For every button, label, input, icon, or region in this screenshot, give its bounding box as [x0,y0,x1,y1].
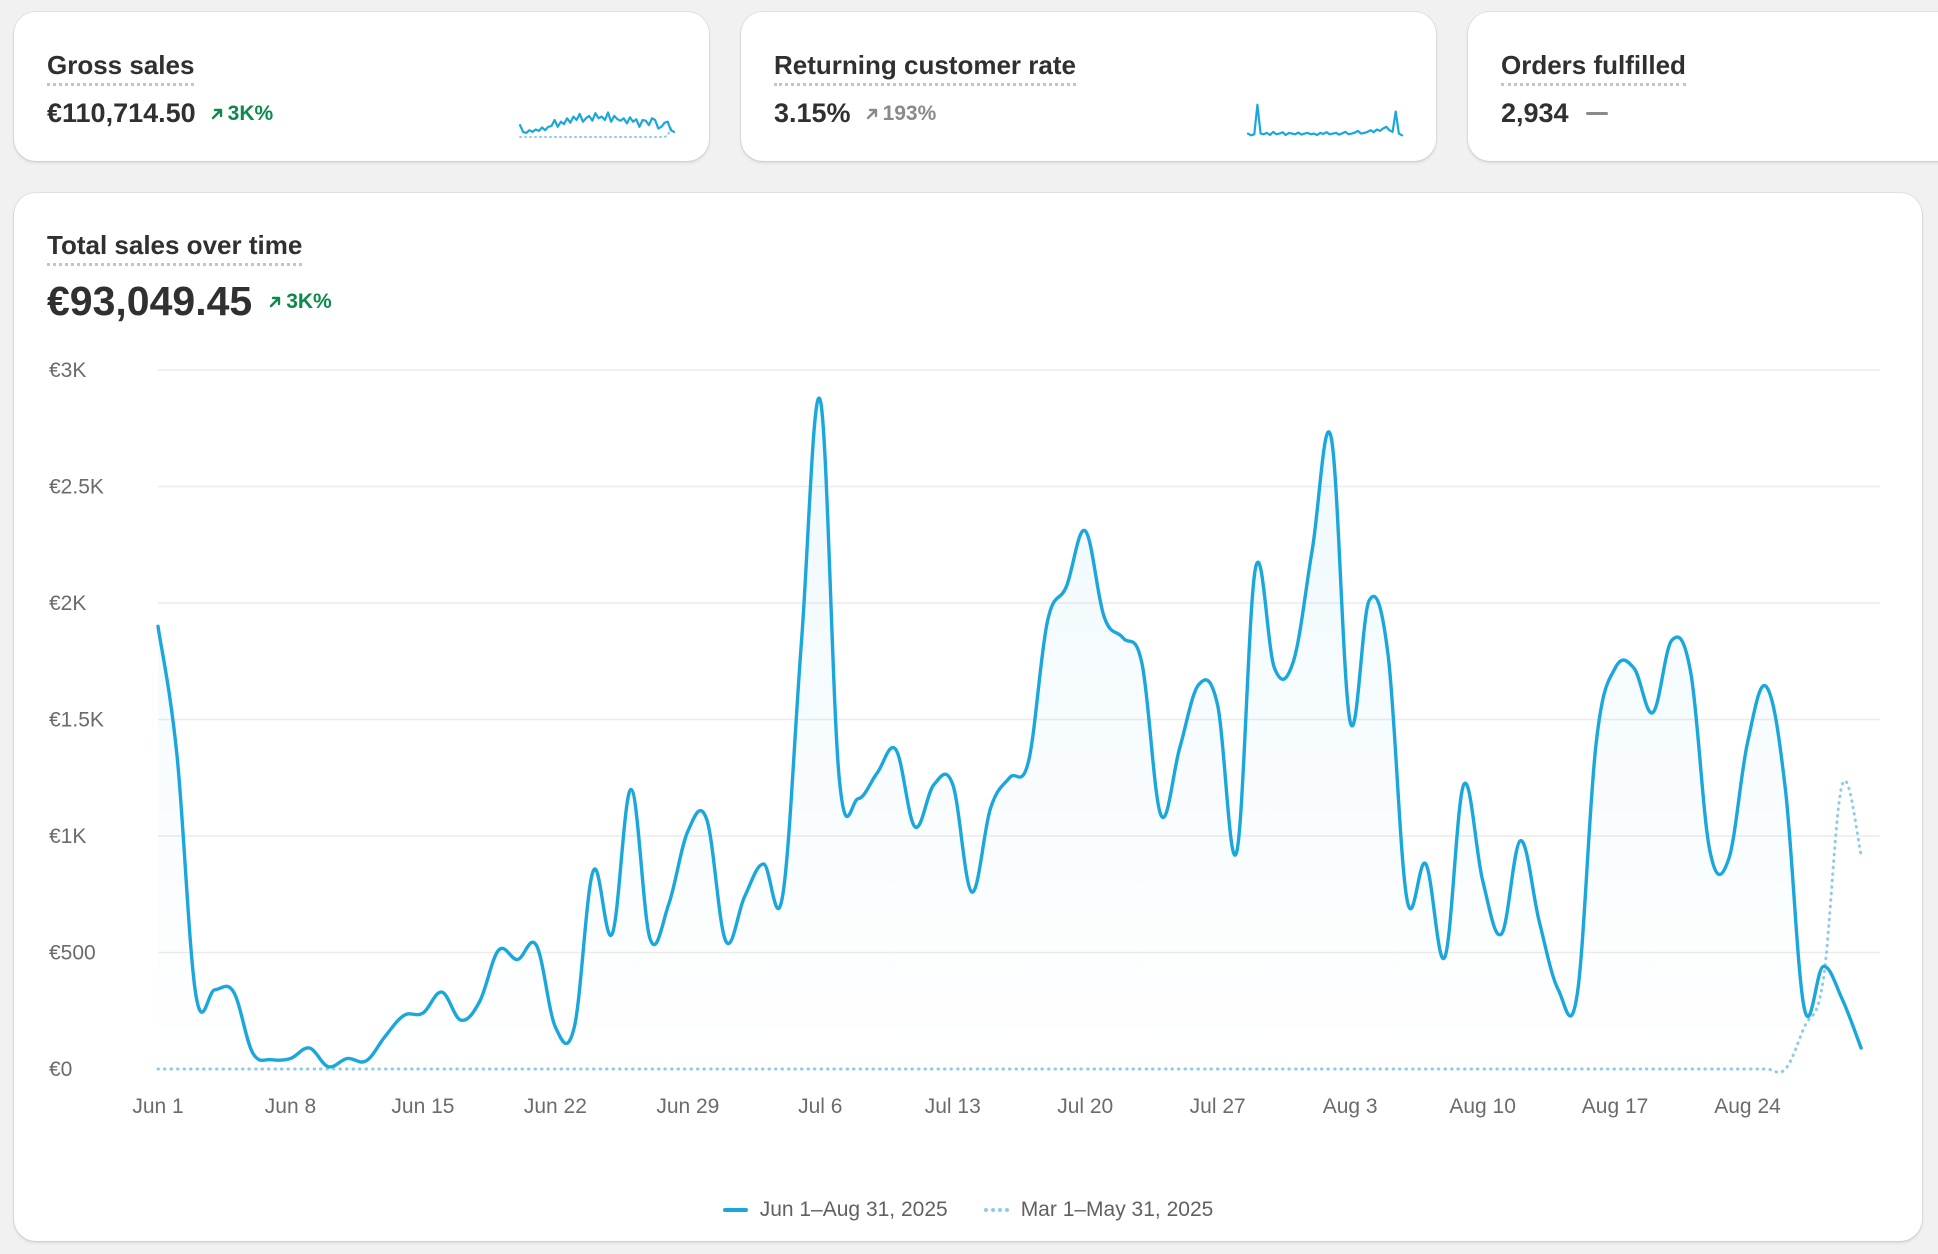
delta-badge: 3K% [268,290,332,314]
gross-sales-sparkline [518,111,676,138]
legend-swatch-dotted [983,1208,1009,1212]
x-axis-tick-label: Jun 22 [524,1095,587,1118]
arrow-up-right-icon [270,296,281,307]
x-axis-tick-label: Jun 1 [132,1095,183,1118]
y-axis-tick-label: €1K [49,825,86,848]
x-axis-tick-label: Jun 29 [656,1095,719,1118]
x-axis-tick-label: Jun 15 [391,1095,454,1118]
y-axis-tick-label: €0 [49,1058,72,1081]
arrow-up-right-icon [211,108,222,119]
legend-label: Jun 1–Aug 31, 2025 [759,1198,948,1221]
metric-card-orders-fulfilled[interactable]: Orders fulfilled 2,934 [1468,12,1938,161]
metric-title[interactable]: Orders fulfilled [1501,50,1686,86]
metric-card-gross-sales[interactable]: Gross sales €110,714.50 3K% [14,12,709,161]
delta-value: 3K% [286,289,332,313]
metric-value: 2,934 [1501,98,1569,128]
x-axis-tick-label: Jun 8 [265,1095,316,1118]
x-axis-tick-label: Jul 13 [925,1095,981,1118]
metric-value-row: 3.15% 193% [774,98,936,129]
no-change-dash-icon [1585,112,1608,115]
chart-card-title[interactable]: Total sales over time [47,230,303,266]
y-axis-tick-label: €500 [49,942,96,965]
y-axis-tick-label: €1.5K [49,709,104,732]
chart-card-total-value: €93,049.45 [47,278,253,324]
y-axis-tick-label: €2.5K [49,476,104,499]
total-sales-chart-card: Total sales over time €93,049.45 3K% €0 €… [14,193,1922,1241]
legend-swatch-solid [722,1208,748,1212]
metric-title[interactable]: Returning customer rate [774,50,1076,86]
delta-badge: 193% [865,101,937,126]
chart-legend: Jun 1–Aug 31, 2025 Mar 1–May 31, 2025 [14,1198,1922,1222]
x-axis-tick-label: Aug 17 [1582,1095,1649,1118]
y-axis-tick-label: €3K [49,359,86,382]
series-area-fill [158,398,1862,1069]
delta-badge: 3K% [210,101,274,126]
x-axis-tick-label: Jul 27 [1190,1095,1246,1118]
total-sales-line-chart[interactable]: €0 €500 €1K €1.5K €2K €2.5K €3K Jun 1 Jun 8 Jun 1… [14,193,1922,1193]
sparkline-current-line [1246,103,1404,137]
legend-item-comparison[interactable]: Mar 1–May 31, 2025 [983,1198,1214,1222]
metric-value: 3.15% [774,98,851,128]
metric-value-row: 2,934 [1501,98,1608,129]
series-line-comparison [156,779,1863,1074]
legend-item-current[interactable]: Jun 1–Aug 31, 2025 [722,1198,948,1222]
x-axis-tick-label: Jul 20 [1057,1095,1113,1118]
x-axis-tick-label: Jul 6 [798,1095,842,1118]
metric-card-returning-customer-rate[interactable]: Returning customer rate 3.15% 193% [741,12,1436,161]
delta-value: 193% [882,101,937,125]
x-axis-tick-label: Aug 24 [1714,1095,1781,1118]
chart-card-value-row: €93,049.45 3K% [47,278,332,325]
legend-label: Mar 1–May 31, 2025 [1020,1198,1214,1221]
sparkline-comparison-line [519,125,675,138]
delta-value: 3K% [227,101,274,125]
x-axis-tick-label: Aug 3 [1323,1095,1378,1118]
metric-value: €110,714.50 [47,98,196,128]
series-line-current [156,396,1863,1069]
y-axis-tick-label: €2K [49,592,86,615]
metric-value-row: €110,714.50 3K% [47,98,273,129]
returning-customer-sparkline [1246,103,1404,137]
x-axis-tick-label: Aug 10 [1449,1095,1516,1118]
metric-title[interactable]: Gross sales [47,50,195,86]
arrow-up-right-icon [866,108,877,119]
sparkline-current-line [518,111,676,134]
